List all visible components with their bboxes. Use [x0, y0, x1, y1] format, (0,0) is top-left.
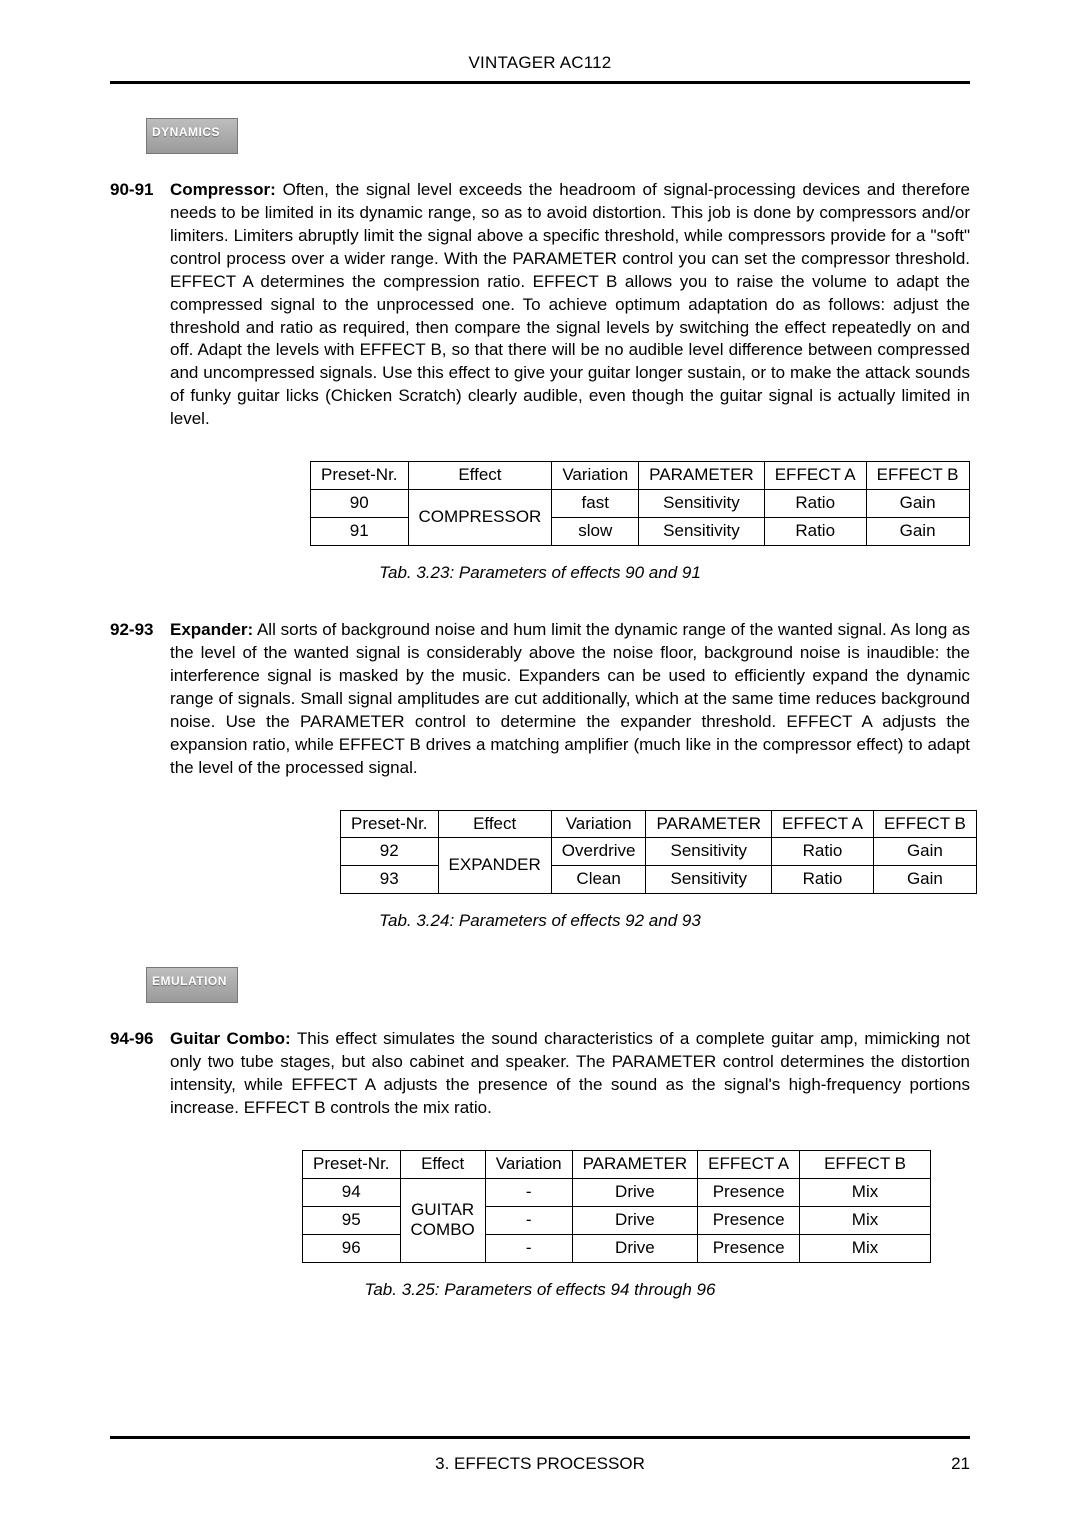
td-a: Ratio	[772, 866, 874, 894]
emulation-badge: EMULATION	[146, 967, 238, 1003]
dynamics-badge-label: DYNAMICS	[152, 124, 220, 140]
td-nr: 93	[341, 866, 439, 894]
td-variation: Clean	[551, 866, 646, 894]
section-body: Expander: All sorts of background noise …	[170, 619, 970, 780]
section-title: Expander:	[170, 620, 253, 639]
td-variation: -	[485, 1234, 572, 1262]
td-param: Sensitivity	[646, 866, 772, 894]
td-b: Gain	[866, 490, 969, 518]
th-effect: Effect	[400, 1150, 485, 1178]
td-a: Presence	[698, 1178, 800, 1206]
td-b: Gain	[873, 866, 976, 894]
section-title: Compressor:	[170, 180, 276, 199]
td-variation: -	[485, 1178, 572, 1206]
section-range: 90-91	[110, 179, 170, 431]
td-effect: COMPRESSOR	[408, 490, 552, 546]
emulation-badge-label: EMULATION	[152, 973, 227, 989]
td-param: Sensitivity	[639, 518, 765, 546]
th-parameter: PARAMETER	[572, 1150, 698, 1178]
td-b: Gain	[866, 518, 969, 546]
th-effect-b: EFFECT B	[866, 462, 969, 490]
th-effect-a: EFFECT A	[764, 462, 866, 490]
table-guitar-combo: Preset-Nr. Effect Variation PARAMETER EF…	[302, 1150, 931, 1263]
section-title: Guitar Combo:	[170, 1029, 291, 1048]
td-nr: 94	[303, 1178, 401, 1206]
th-preset: Preset-Nr.	[341, 810, 439, 838]
dynamics-badge: DYNAMICS	[146, 118, 238, 154]
th-effect: Effect	[438, 810, 551, 838]
section-range: 94-96	[110, 1028, 170, 1120]
th-effect-b: EFFECT B	[800, 1150, 931, 1178]
td-a: Presence	[698, 1234, 800, 1262]
th-parameter: PARAMETER	[639, 462, 765, 490]
td-nr: 96	[303, 1234, 401, 1262]
table-caption: Tab. 3.25: Parameters of effects 94 thro…	[110, 1279, 970, 1302]
section-range: 92-93	[110, 619, 170, 780]
td-param: Drive	[572, 1234, 698, 1262]
th-effect-b: EFFECT B	[873, 810, 976, 838]
page-footer: 3. EFFECTS PROCESSOR 21	[110, 1436, 970, 1476]
th-parameter: PARAMETER	[646, 810, 772, 838]
td-a: Ratio	[764, 518, 866, 546]
td-effect: GUITARCOMBO	[400, 1178, 485, 1262]
section-body: Guitar Combo: This effect simulates the …	[170, 1028, 970, 1120]
th-variation: Variation	[551, 810, 646, 838]
table-compressor: Preset-Nr. Effect Variation PARAMETER EF…	[310, 461, 970, 546]
td-variation: fast	[552, 490, 639, 518]
th-preset: Preset-Nr.	[311, 462, 409, 490]
section-body: Compressor: Often, the signal level exce…	[170, 179, 970, 431]
td-param: Drive	[572, 1178, 698, 1206]
page-header-title: VINTAGER AC112	[110, 52, 970, 75]
td-param: Sensitivity	[646, 838, 772, 866]
section-text: Often, the signal level exceeds the head…	[170, 180, 970, 428]
td-a: Ratio	[772, 838, 874, 866]
td-param: Drive	[572, 1206, 698, 1234]
table-expander: Preset-Nr. Effect Variation PARAMETER EF…	[340, 810, 977, 895]
td-param: Sensitivity	[639, 490, 765, 518]
td-b: Mix	[800, 1206, 931, 1234]
td-nr: 95	[303, 1206, 401, 1234]
footer-rule	[110, 1436, 970, 1439]
td-variation: -	[485, 1206, 572, 1234]
td-nr: 92	[341, 838, 439, 866]
td-b: Mix	[800, 1234, 931, 1262]
header-rule	[110, 81, 970, 84]
th-variation: Variation	[485, 1150, 572, 1178]
th-preset: Preset-Nr.	[303, 1150, 401, 1178]
td-a: Ratio	[764, 490, 866, 518]
td-variation: Overdrive	[551, 838, 646, 866]
td-variation: slow	[552, 518, 639, 546]
td-nr: 91	[311, 518, 409, 546]
footer-page-number: 21	[951, 1453, 970, 1476]
table-caption: Tab. 3.24: Parameters of effects 92 and …	[110, 910, 970, 933]
footer-section: 3. EFFECTS PROCESSOR	[110, 1453, 970, 1476]
th-effect: Effect	[408, 462, 552, 490]
td-a: Presence	[698, 1206, 800, 1234]
td-effect: EXPANDER	[438, 838, 551, 894]
td-b: Mix	[800, 1178, 931, 1206]
table-caption: Tab. 3.23: Parameters of effects 90 and …	[110, 562, 970, 585]
section-text: All sorts of background noise and hum li…	[170, 620, 970, 777]
th-effect-a: EFFECT A	[772, 810, 874, 838]
td-nr: 90	[311, 490, 409, 518]
th-variation: Variation	[552, 462, 639, 490]
td-b: Gain	[873, 838, 976, 866]
th-effect-a: EFFECT A	[698, 1150, 800, 1178]
